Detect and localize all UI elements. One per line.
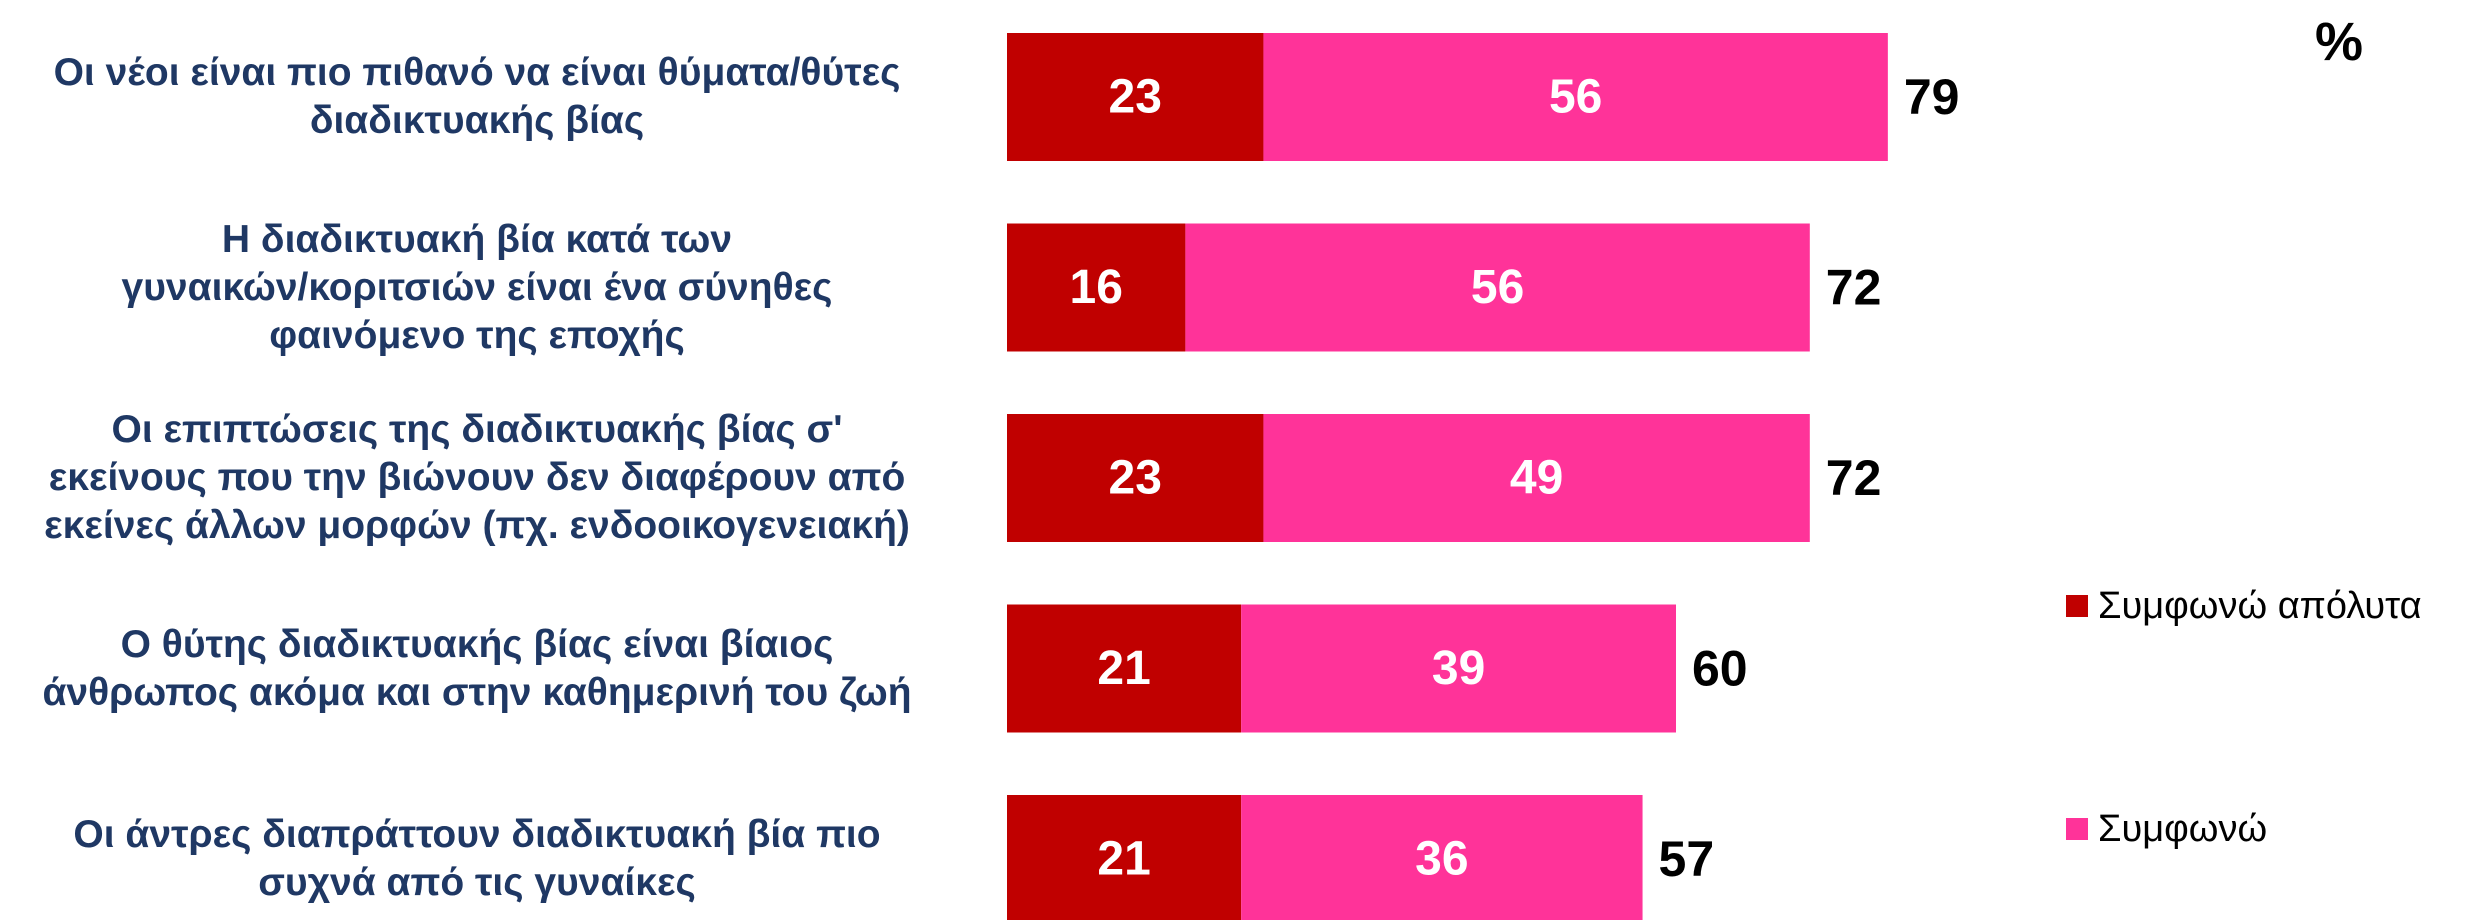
bar-segment (1241, 795, 1643, 920)
bar-segment (1263, 33, 1888, 161)
bar-segment (1007, 795, 1242, 920)
legend-label: Συμφωνώ (2098, 808, 2267, 850)
category-label: Οι νέοι είναι πιο πιθανό να είναι θύματα… (53, 51, 901, 142)
segment-label: 56 (1549, 71, 1602, 124)
segment-label: 39 (1432, 642, 1485, 695)
bar-segment (1007, 604, 1242, 733)
total-label: 57 (1659, 831, 1715, 887)
legend-swatch (2066, 818, 2088, 840)
total-label: 72 (1826, 450, 1882, 506)
category-label: Οι επιπτώσεις της διαδικτυακής βίας σ' ε… (44, 408, 910, 547)
bar-segment (1241, 604, 1676, 733)
legend-swatch (2066, 595, 2088, 617)
total-label: 72 (1826, 260, 1882, 316)
segment-label: 49 (1510, 452, 1563, 505)
segment-label: 21 (1097, 833, 1150, 886)
bar-segment (1007, 414, 1264, 542)
category-label: Οι άντρες διαπράττουν διαδικτυακή βία πι… (73, 813, 881, 904)
segment-label: 23 (1109, 452, 1162, 505)
segment-label: 21 (1097, 642, 1150, 695)
total-label: 60 (1692, 641, 1748, 697)
legend-label: Συμφωνώ απόλυτα (2098, 585, 2422, 627)
segment-label: 23 (1109, 71, 1162, 124)
segment-label: 56 (1471, 261, 1524, 314)
category-label: Ο θύτης διαδικτυακής βίας είναι βίαιος ά… (42, 622, 912, 714)
unit-label: % (2315, 12, 2363, 72)
bar-segment (1007, 223, 1186, 352)
total-label: 79 (1904, 69, 1960, 125)
bar-segment (1185, 223, 1810, 352)
bar-segment (1263, 414, 1810, 542)
segment-label: 16 (1070, 261, 1123, 314)
category-label: Η διαδικτυακή βία κατά των γυναικών/κορι… (121, 217, 833, 357)
bar-segment (1007, 33, 1264, 161)
segment-label: 36 (1415, 833, 1468, 886)
